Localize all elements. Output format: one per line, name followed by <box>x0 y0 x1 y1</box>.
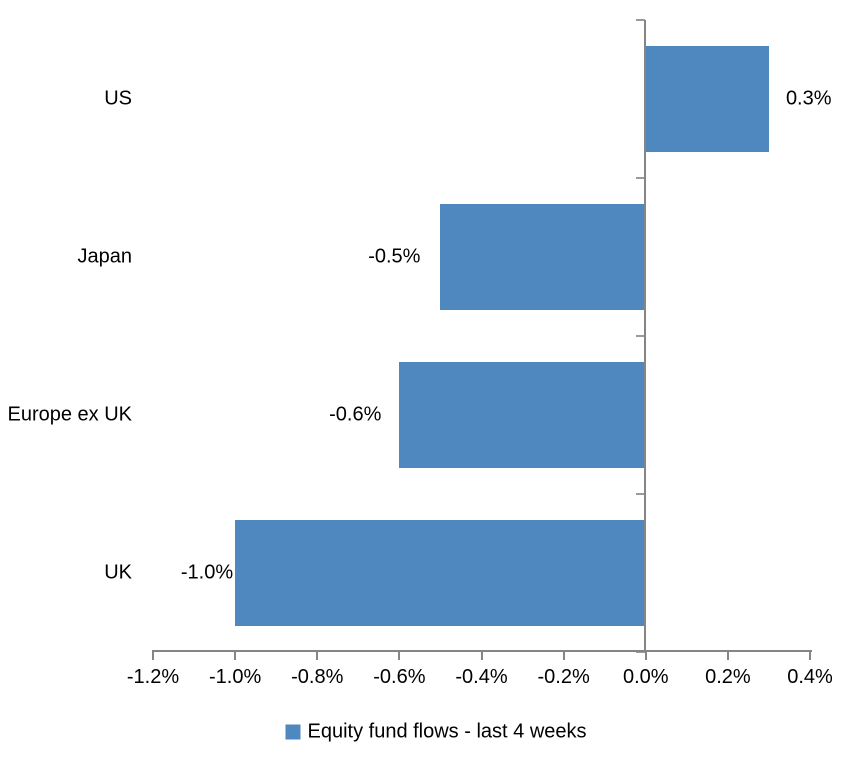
x-axis-tick <box>316 650 319 660</box>
bar <box>399 362 646 468</box>
y-axis-tick <box>635 177 645 179</box>
legend: Equity fund flows - last 4 weeks <box>285 720 587 744</box>
bar <box>235 520 646 626</box>
value-label: -1.0% <box>180 561 234 584</box>
x-axis-tick <box>562 650 565 660</box>
category-label: US <box>104 87 132 110</box>
x-axis-tick-label: -0.6% <box>373 666 426 688</box>
x-axis-tick-label: -1.2% <box>126 666 180 688</box>
x-axis-tick-label: 0.2% <box>705 666 751 688</box>
y-axis-tick <box>635 335 645 337</box>
x-axis-tick <box>152 650 154 660</box>
x-axis-tick <box>809 650 811 660</box>
bar <box>645 46 769 152</box>
category-label: Japan <box>77 245 133 268</box>
y-axis-tick <box>635 493 645 495</box>
category-label: Europe ex UK <box>7 403 132 426</box>
x-axis-tick <box>726 650 729 660</box>
x-axis-tick <box>234 650 237 660</box>
legend-swatch <box>285 724 301 740</box>
x-axis-tick <box>398 650 401 660</box>
value-label: -0.5% <box>368 245 421 268</box>
bar <box>440 204 646 310</box>
x-axis-tick-label: -1.0% <box>209 666 262 688</box>
x-axis-tick <box>644 650 647 660</box>
x-axis-tick-label: 0.4% <box>787 666 833 688</box>
y-axis-tick <box>635 651 645 653</box>
legend-label: Equity fund flows - last 4 weeks <box>307 720 587 743</box>
x-axis-tick-label: -0.8% <box>291 666 344 688</box>
x-axis-tick-label: 0.0% <box>622 666 669 688</box>
value-label: 0.3% <box>785 87 832 110</box>
category-label: UK <box>104 561 132 584</box>
x-axis-tick-label: -0.4% <box>455 666 508 688</box>
x-axis-line <box>152 650 812 652</box>
y-axis-tick <box>635 19 645 21</box>
value-label: -0.6% <box>329 403 382 426</box>
x-axis-tick-label: -0.2% <box>537 666 590 688</box>
x-axis-tick <box>480 650 483 660</box>
zero-axis-line <box>644 20 646 652</box>
